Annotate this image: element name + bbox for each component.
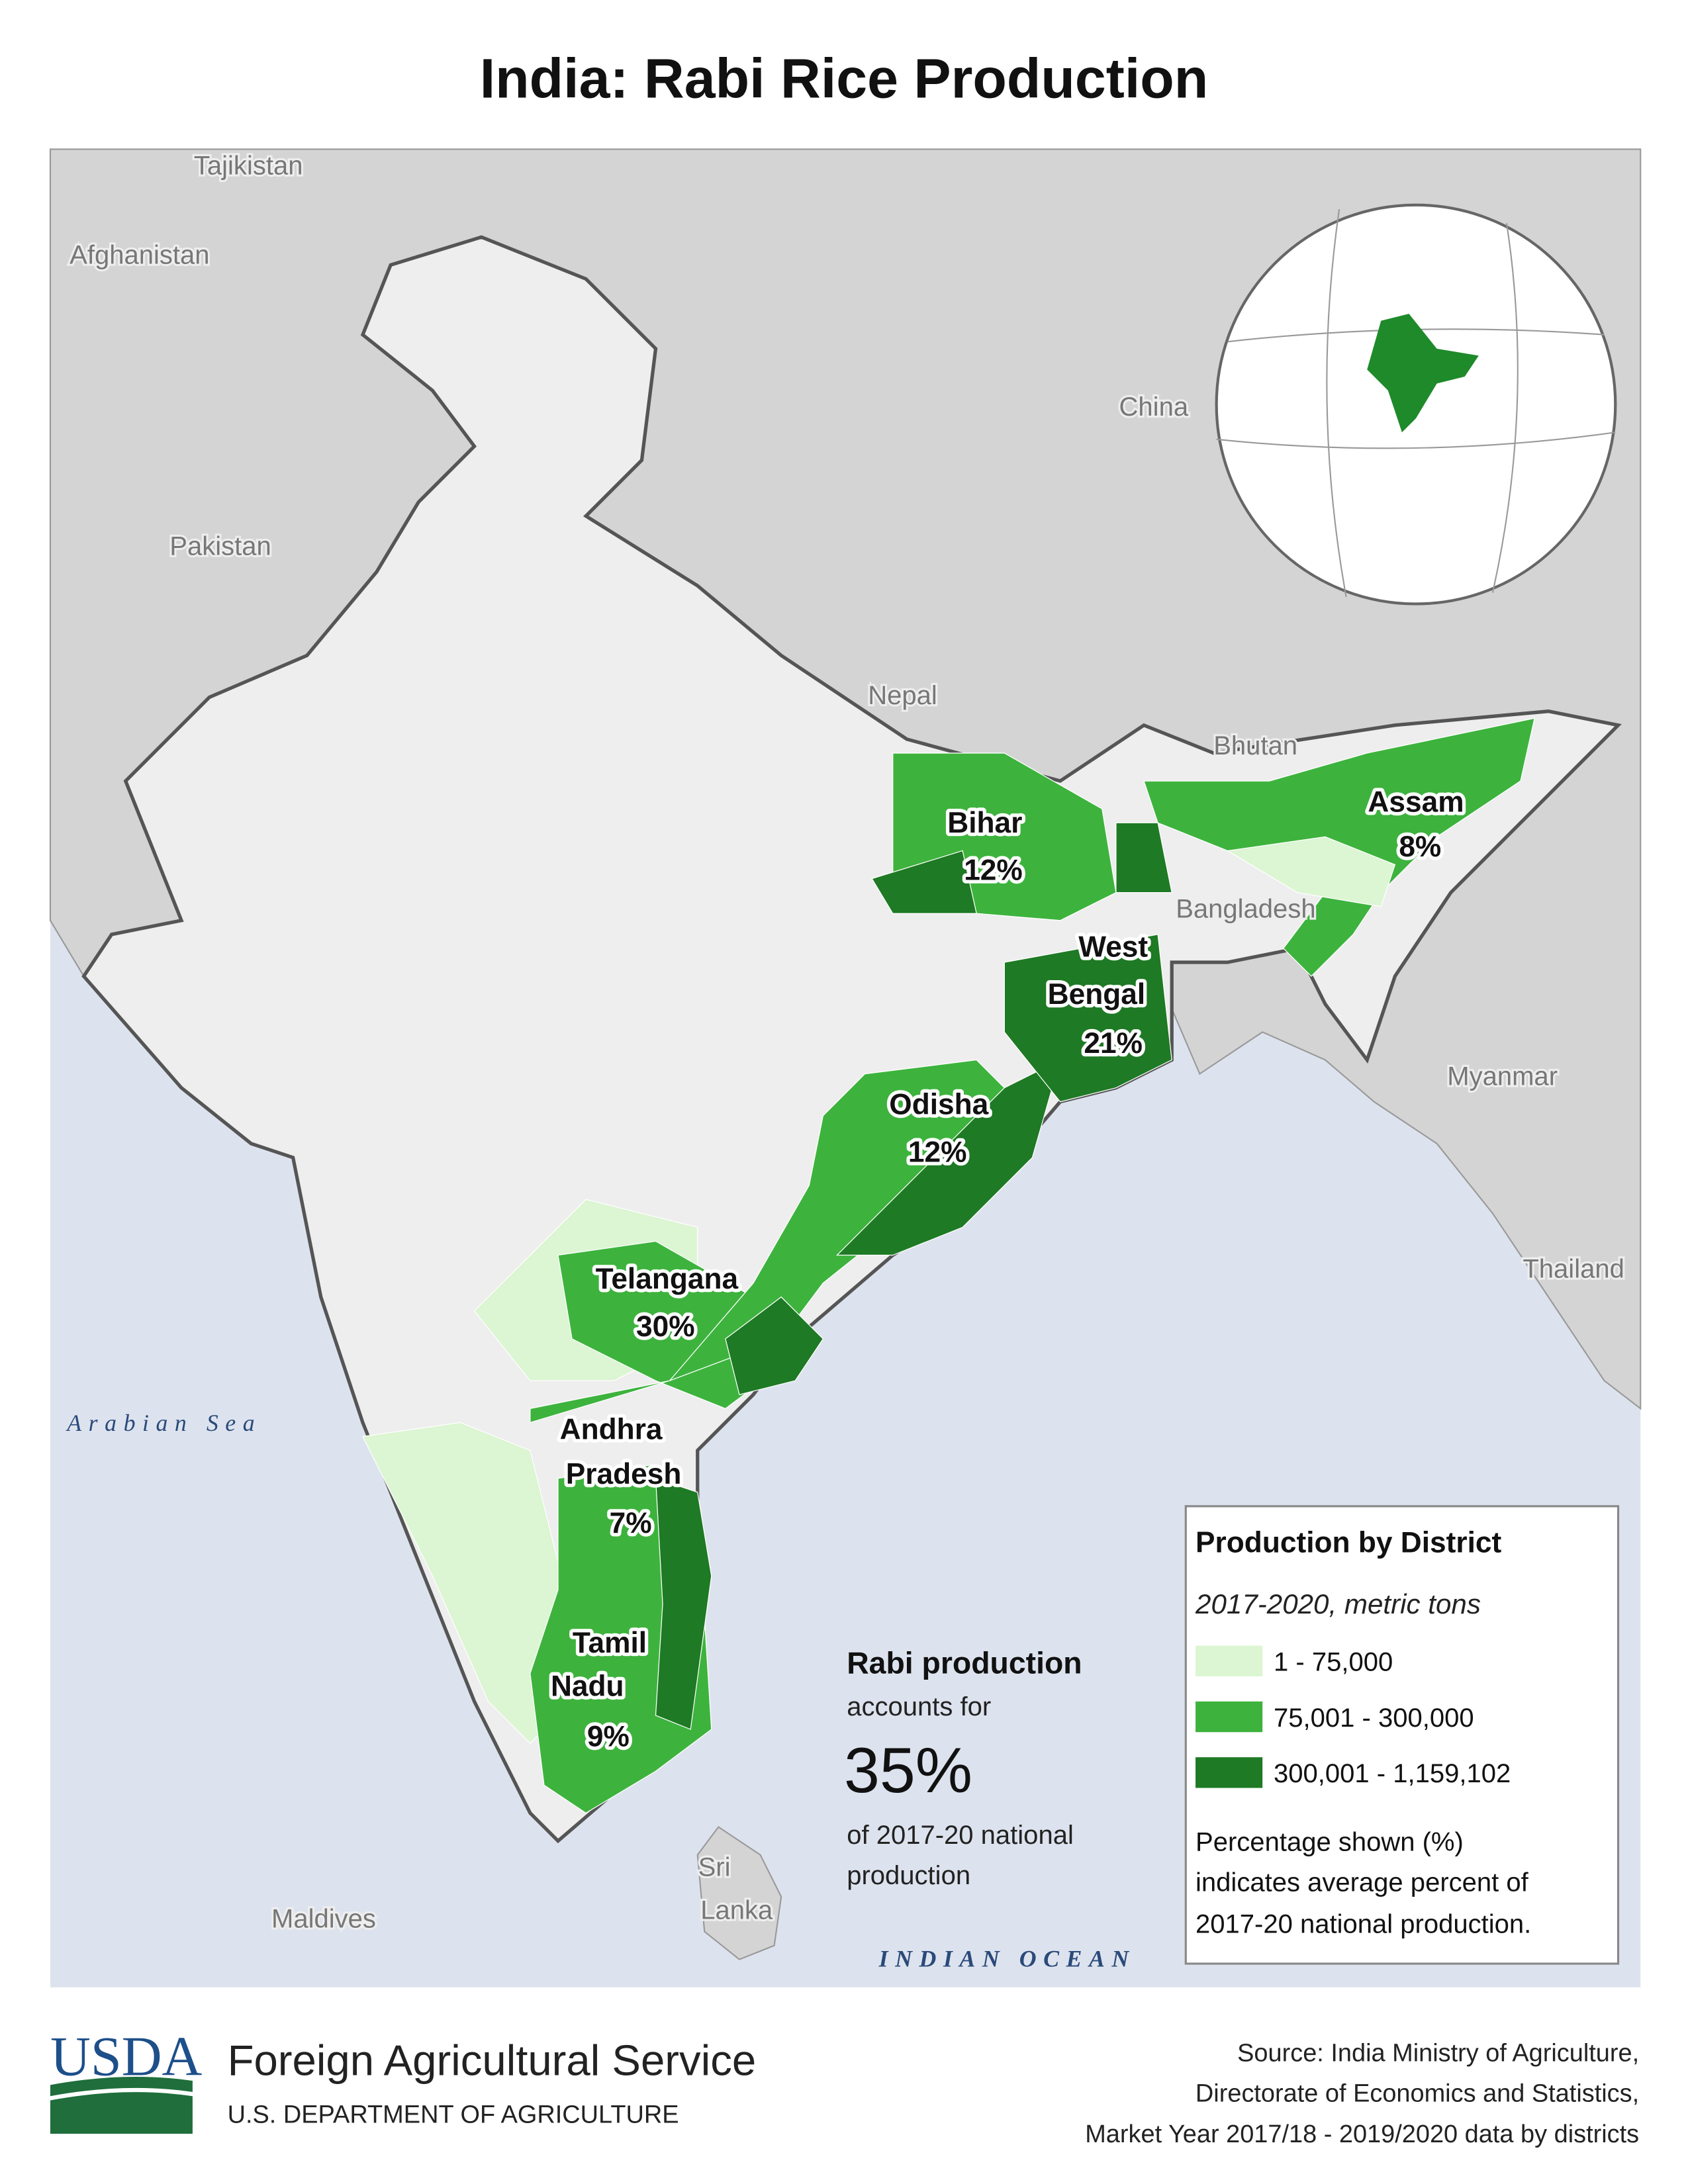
country-label: Lanka: [700, 1896, 773, 1925]
legend-subtitle: 2017-2020, metric tons: [1195, 1588, 1481, 1619]
country-labels: Tajikistan Afghanistan Pakistan China Ne…: [68, 149, 1626, 1935]
country-label: Afghanistan: [70, 240, 209, 269]
state-share: 8%: [1399, 831, 1441, 863]
legend-swatch: [1196, 1701, 1263, 1733]
state-name: West: [1078, 931, 1148, 964]
legend-box: [1184, 1505, 1620, 1965]
locator-globe: [1215, 203, 1617, 606]
country-label: China: [1119, 392, 1189, 422]
district-area: [835, 1059, 1061, 1256]
state-share: 7%: [610, 1507, 652, 1539]
state-share: 21%: [1084, 1027, 1143, 1060]
country-label: Myanmar: [1447, 1062, 1558, 1091]
india-highlight: [1367, 314, 1479, 433]
source-line: Market Year 2017/18 - 2019/2020 data by …: [1085, 2120, 1639, 2148]
callout-figure: 35%: [844, 1734, 972, 1806]
legend-label: 75,001 - 300,000: [1274, 1704, 1474, 1733]
legend-note: Percentage shown (%): [1196, 1827, 1464, 1856]
state-labels: Bihar 12% Assam 8% West Bengal 21% Odish…: [547, 782, 1468, 1756]
district-area: [725, 1296, 824, 1396]
legend-swatch: [1196, 1645, 1263, 1676]
district-area: [1115, 822, 1172, 893]
state-share: 12%: [964, 854, 1023, 887]
state-name: Bihar: [947, 807, 1022, 839]
country-label: Bhutan: [1213, 731, 1297, 760]
district-shading: [362, 717, 1535, 1814]
district-area: [655, 1477, 712, 1730]
legend-label: 300,001 - 1,159,102: [1274, 1759, 1511, 1788]
country-label: Nepal: [868, 681, 937, 710]
state-name: Tamil: [573, 1627, 647, 1659]
state-name: Andhra: [560, 1414, 663, 1446]
map: Tajikistan Afghanistan Pakistan China Ne…: [49, 148, 1642, 1987]
state-name: Telangana: [596, 1263, 739, 1295]
water-label: INDIAN OCEAN: [878, 1945, 1136, 1972]
country-label: Tajikistan: [194, 151, 303, 180]
state-share: 9%: [587, 1720, 630, 1752]
callout-text: accounts for: [847, 1692, 991, 1721]
state-name: Odisha: [889, 1089, 988, 1121]
source-line: Directorate of Economics and Statistics,: [1196, 2080, 1639, 2108]
legend-title: Production by District: [1196, 1526, 1501, 1559]
callout-lead: Rabi production: [847, 1646, 1082, 1680]
country-label: Sri: [698, 1852, 731, 1882]
district-area: [1226, 836, 1396, 907]
country-label: Thailand: [1523, 1254, 1624, 1283]
country-label: Bangladesh: [1176, 895, 1315, 924]
callout-text: production: [847, 1861, 970, 1890]
state-name: Nadu: [551, 1670, 624, 1702]
callout-text: of 2017-20 national: [847, 1821, 1074, 1850]
usda-swoosh: [50, 2076, 193, 2134]
legend-note: 2017-20 national production.: [1196, 1910, 1531, 1939]
legend: Production by District 2017-2020, metric…: [1184, 1505, 1620, 1965]
legend-label: 1 - 75,000: [1274, 1648, 1393, 1677]
country-label: Pakistan: [169, 532, 271, 561]
state-share: 30%: [636, 1310, 695, 1343]
state-name: Assam: [1368, 786, 1464, 818]
state-name: Bengal: [1048, 978, 1146, 1011]
legend-items: 1 - 75,000 75,001 - 300,000 300,001 - 1,15…: [1196, 1645, 1511, 1788]
department-name: U.S. DEPARTMENT OF AGRICULTURE: [228, 2101, 679, 2128]
water-label: Arabian Sea: [66, 1410, 261, 1436]
source-line: Source: India Ministry of Agriculture,: [1237, 2040, 1639, 2068]
state-name: Pradesh: [566, 1458, 682, 1490]
title: India: Rabi Rice Production: [480, 48, 1208, 110]
country-label: Maldives: [271, 1904, 376, 1933]
callout: Rabi production accounts for 35% of 2017…: [844, 1646, 1082, 1890]
district-area: [1004, 934, 1172, 1103]
state-share: 12%: [908, 1136, 967, 1168]
district-area: [871, 850, 977, 914]
agency-name: Foreign Agricultural Service: [228, 2036, 757, 2085]
footer: USDA Foreign Agricultural Service U.S. D…: [50, 2026, 1639, 2148]
sri-lanka-land: [696, 1826, 782, 1960]
legend-note: indicates average percent of: [1196, 1868, 1529, 1897]
legend-swatch: [1196, 1757, 1263, 1788]
